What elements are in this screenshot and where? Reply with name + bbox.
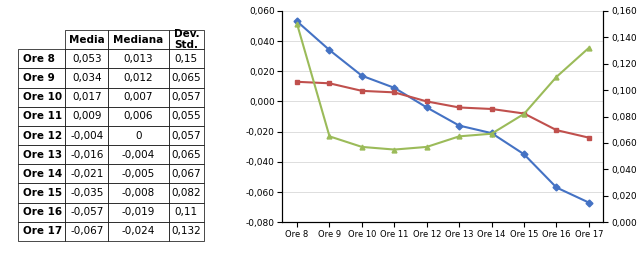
Mediana <box>488 107 496 111</box>
Mediana <box>293 80 301 83</box>
Deviazione std. <box>488 132 496 135</box>
Deviazione std. <box>553 75 560 79</box>
Media <box>358 74 366 78</box>
Line: Mediana: Mediana <box>295 79 591 140</box>
Mediana <box>358 89 366 92</box>
Line: Media: Media <box>295 19 591 205</box>
Deviazione std. <box>455 135 463 138</box>
Mediana <box>390 91 398 94</box>
Deviazione std. <box>325 135 333 138</box>
Media <box>390 86 398 89</box>
Deviazione std. <box>358 145 366 149</box>
Mediana <box>553 128 560 132</box>
Deviazione std. <box>293 22 301 26</box>
Media <box>423 106 431 109</box>
Deviazione std. <box>520 112 528 115</box>
Media <box>553 186 560 189</box>
Line: Deviazione std.: Deviazione std. <box>295 22 591 152</box>
Mediana <box>455 106 463 109</box>
Media <box>325 49 333 52</box>
Deviazione std. <box>390 148 398 151</box>
Media <box>293 20 301 23</box>
Media <box>520 153 528 156</box>
Media <box>488 131 496 135</box>
Mediana <box>325 82 333 85</box>
Mediana <box>520 112 528 115</box>
Deviazione std. <box>423 145 431 149</box>
Media <box>455 124 463 127</box>
Media <box>585 201 593 204</box>
Mediana <box>585 136 593 139</box>
Deviazione std. <box>585 46 593 50</box>
Mediana <box>423 100 431 103</box>
